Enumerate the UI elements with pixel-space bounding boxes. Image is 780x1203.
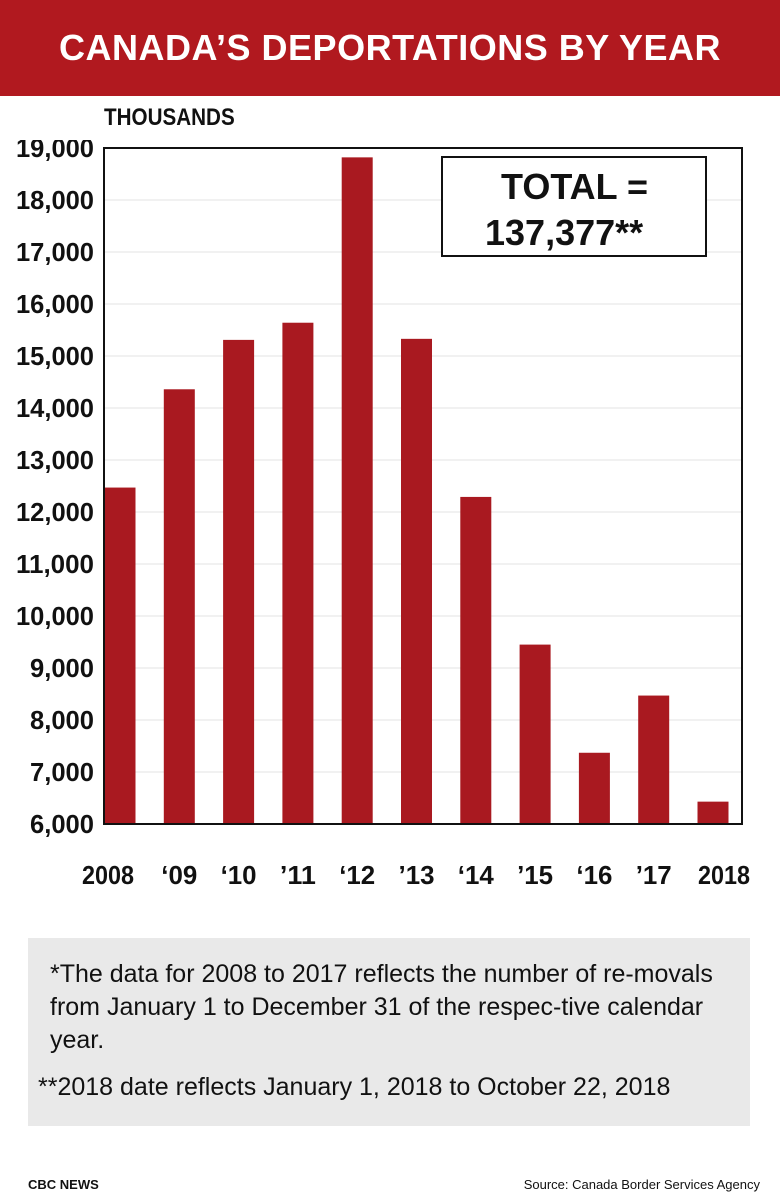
bar-7 [519,644,551,824]
bar-3 [282,322,314,824]
y-tick-label: 8,000 [30,705,94,735]
chart-title: CANADA’S DEPORTATIONS BY YEAR [59,27,721,68]
bars [104,157,729,825]
y-tick-label: 18,000 [16,185,94,215]
footnote-1: *The data for 2008 to 2017 reflects the … [50,960,713,1054]
y-tick-label: 7,000 [30,757,94,787]
y-tick-label: 17,000 [16,237,94,267]
x-tick-label: ‘14 [458,860,495,890]
y-tick-label: 19,000 [16,140,94,163]
credit-label: CBC NEWS [28,1177,99,1192]
bar-4 [341,157,373,825]
bar-1 [163,389,195,824]
y-tick-label: 13,000 [16,445,94,475]
bar-10 [697,801,729,824]
bar-2 [223,339,255,824]
bar-8 [578,752,610,824]
total-label: TOTAL = [501,166,649,207]
x-tick-label: ‘16 [576,860,612,890]
source-label: Source: Canada Border Services Agency [523,1177,760,1192]
y-tick-label: 15,000 [16,341,94,371]
bar-chart: 6,000 7,000 8,000 9,000 10,000 11,000 12,000 13… [16,140,750,890]
y-tick-label: 14,000 [16,393,94,423]
x-tick-label: ‘10 [221,860,257,890]
y-tick-label: 16,000 [16,289,94,319]
x-tick-label: 2018 [698,860,750,890]
header-banner: CANADA’S DEPORTATIONS BY YEAR [0,0,780,96]
x-tick-label: ‘09 [161,860,197,890]
bar-9 [638,695,670,824]
x-tick-label: ’17 [636,860,672,890]
footnote-2: **2018 date reflects January 1, 2018 to … [38,1073,671,1101]
y-tick-label: 9,000 [30,653,94,683]
total-callout: TOTAL = 137,377** [441,156,707,257]
x-tick-labels: 2008 ‘09 ‘10 ’11 ‘12 ’13 ‘14 ’15 ‘16 ’17 2018 [82,860,750,890]
y-tick-label: 6,000 [30,809,94,839]
y-axis-units-label: THOUSANDS [104,104,235,131]
x-tick-label: ’15 [517,860,553,890]
footnotes-panel: *The data for 2008 to 2017 reflects the … [28,938,750,1126]
bar-6 [460,496,492,824]
y-tick-label: 10,000 [16,601,94,631]
plot-frame [103,147,743,825]
y-tick-labels: 6,000 7,000 8,000 9,000 10,000 11,000 12,000 13… [16,140,94,839]
x-tick-label: 2008 [82,860,134,890]
bar-5 [401,338,432,824]
x-tick-label: ’13 [399,860,435,890]
x-tick-label: ’11 [280,860,316,890]
x-tick-label: ‘12 [339,860,375,890]
bar-0 [104,487,136,824]
y-tick-label: 12,000 [16,497,94,527]
y-tick-label: 11,000 [16,549,94,579]
total-value: 137,377** [485,212,644,253]
